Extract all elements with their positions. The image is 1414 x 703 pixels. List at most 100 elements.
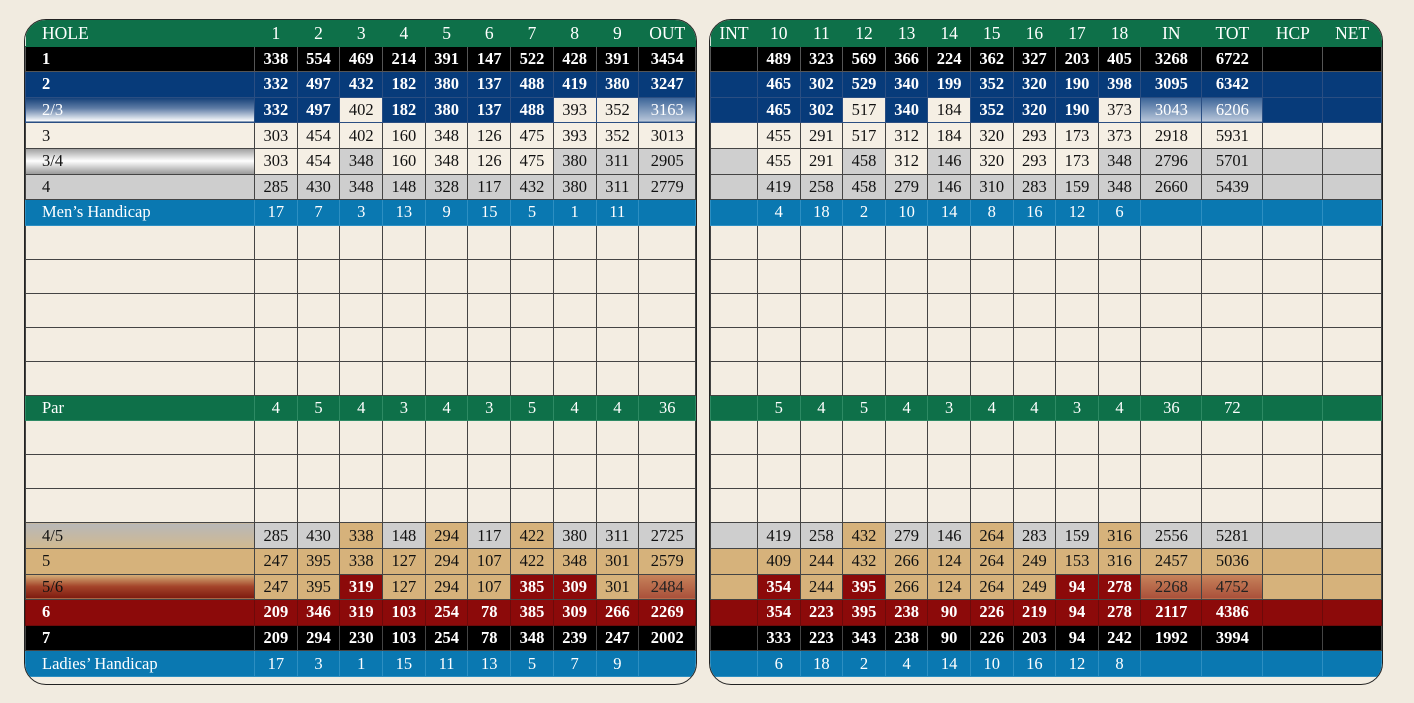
- front-score-entry-cell[interactable]: [595, 360, 640, 396]
- back-net-cell[interactable]: [1322, 650, 1382, 677]
- back-score-entry-cell[interactable]: [1097, 360, 1142, 396]
- front-score-entry-cell[interactable]: [638, 292, 696, 328]
- front-score-entry-cell[interactable]: [339, 292, 384, 328]
- back-score-entry-cell[interactable]: [969, 488, 1014, 524]
- front-score-entry-cell[interactable]: [552, 420, 597, 456]
- back-score-entry-cell[interactable]: [710, 258, 758, 294]
- back-score-entry-cell[interactable]: [710, 292, 758, 328]
- front-score-entry-cell[interactable]: [467, 360, 512, 396]
- back-net-cell[interactable]: [1322, 573, 1382, 601]
- back-int-cell[interactable]: [710, 147, 758, 175]
- front-score-entry-cell[interactable]: [25, 326, 255, 362]
- back-score-entry-cell[interactable]: [1097, 454, 1142, 490]
- front-score-entry-cell[interactable]: [296, 292, 341, 328]
- back-score-entry-cell[interactable]: [927, 454, 971, 490]
- front-score-entry-cell[interactable]: [467, 258, 512, 294]
- back-score-entry-cell[interactable]: [1012, 258, 1057, 294]
- back-score-entry-cell[interactable]: [842, 488, 886, 524]
- front-score-entry-cell[interactable]: [296, 224, 341, 260]
- front-score-entry-cell[interactable]: [510, 420, 554, 456]
- back-score-entry-cell[interactable]: [1262, 420, 1324, 456]
- front-score-entry-cell[interactable]: [510, 488, 554, 524]
- back-score-entry-cell[interactable]: [927, 258, 971, 294]
- back-net-cell[interactable]: [1322, 173, 1382, 201]
- back-score-entry-cell[interactable]: [842, 326, 886, 362]
- back-score-entry-cell[interactable]: [1140, 488, 1203, 524]
- front-score-entry-cell[interactable]: [339, 360, 384, 396]
- back-net-cell[interactable]: [1322, 45, 1382, 73]
- front-score-entry-cell[interactable]: [552, 326, 597, 362]
- back-score-entry-cell[interactable]: [1012, 360, 1057, 396]
- back-score-entry-cell[interactable]: [969, 360, 1014, 396]
- front-score-entry-cell[interactable]: [382, 326, 426, 362]
- back-score-entry-cell[interactable]: [1322, 292, 1382, 328]
- front-score-entry-cell[interactable]: [467, 292, 512, 328]
- back-score-entry-cell[interactable]: [757, 292, 801, 328]
- back-score-entry-cell[interactable]: [1262, 292, 1324, 328]
- back-net-cell[interactable]: [1322, 147, 1382, 175]
- back-score-entry-cell[interactable]: [969, 454, 1014, 490]
- front-score-entry-cell[interactable]: [595, 292, 640, 328]
- front-score-entry-cell[interactable]: [638, 488, 696, 524]
- back-hcp-cell[interactable]: [1262, 573, 1324, 601]
- front-score-entry-cell[interactable]: [552, 292, 597, 328]
- back-score-entry-cell[interactable]: [757, 488, 801, 524]
- front-score-entry-cell[interactable]: [254, 292, 298, 328]
- back-score-entry-cell[interactable]: [884, 360, 929, 396]
- front-score-entry-cell[interactable]: [467, 224, 512, 260]
- back-score-entry-cell[interactable]: [1055, 488, 1099, 524]
- front-score-entry-cell[interactable]: [510, 224, 554, 260]
- front-score-entry-cell[interactable]: [467, 420, 512, 456]
- back-int-cell[interactable]: [710, 122, 758, 149]
- back-hcp-cell[interactable]: [1262, 650, 1324, 677]
- front-score-entry-cell[interactable]: [638, 326, 696, 362]
- back-score-entry-cell[interactable]: [757, 258, 801, 294]
- back-score-entry-cell[interactable]: [1262, 360, 1324, 396]
- front-score-entry-cell[interactable]: [382, 292, 426, 328]
- back-score-entry-cell[interactable]: [842, 360, 886, 396]
- front-score-entry-cell[interactable]: [339, 454, 384, 490]
- back-score-entry-cell[interactable]: [1322, 420, 1382, 456]
- front-score-entry-cell[interactable]: [296, 258, 341, 294]
- front-score-entry-cell[interactable]: [510, 360, 554, 396]
- front-score-entry-cell[interactable]: [254, 488, 298, 524]
- front-score-entry-cell[interactable]: [424, 488, 469, 524]
- back-score-entry-cell[interactable]: [1055, 224, 1099, 260]
- back-score-entry-cell[interactable]: [1097, 420, 1142, 456]
- back-score-entry-cell[interactable]: [842, 454, 886, 490]
- front-score-entry-cell[interactable]: [296, 420, 341, 456]
- front-score-entry-cell[interactable]: [296, 326, 341, 362]
- back-score-entry-cell[interactable]: [1055, 360, 1099, 396]
- front-score-entry-cell[interactable]: [339, 420, 384, 456]
- back-int-cell[interactable]: [710, 394, 758, 422]
- back-net-cell[interactable]: [1322, 71, 1382, 98]
- back-score-entry-cell[interactable]: [1012, 420, 1057, 456]
- back-score-entry-cell[interactable]: [1140, 326, 1203, 362]
- front-score-entry-cell[interactable]: [382, 360, 426, 396]
- back-int-cell[interactable]: [710, 624, 758, 652]
- back-score-entry-cell[interactable]: [1055, 326, 1099, 362]
- back-net-cell[interactable]: [1322, 394, 1382, 422]
- back-score-entry-cell[interactable]: [1262, 326, 1324, 362]
- back-score-entry-cell[interactable]: [710, 488, 758, 524]
- front-score-entry-cell[interactable]: [382, 224, 426, 260]
- back-score-entry-cell[interactable]: [799, 420, 844, 456]
- front-score-entry-cell[interactable]: [424, 420, 469, 456]
- back-score-entry-cell[interactable]: [927, 224, 971, 260]
- back-score-entry-cell[interactable]: [710, 420, 758, 456]
- front-score-entry-cell[interactable]: [296, 360, 341, 396]
- back-hcp-cell[interactable]: [1262, 96, 1324, 124]
- front-score-entry-cell[interactable]: [296, 454, 341, 490]
- front-score-entry-cell[interactable]: [424, 258, 469, 294]
- back-int-cell[interactable]: [710, 573, 758, 601]
- back-hcp-cell[interactable]: [1262, 45, 1324, 73]
- front-score-entry-cell[interactable]: [638, 258, 696, 294]
- front-score-entry-cell[interactable]: [552, 488, 597, 524]
- back-int-cell[interactable]: [710, 173, 758, 201]
- back-hcp-cell[interactable]: [1262, 599, 1324, 626]
- front-score-entry-cell[interactable]: [254, 224, 298, 260]
- back-score-entry-cell[interactable]: [1322, 360, 1382, 396]
- front-score-entry-cell[interactable]: [424, 292, 469, 328]
- front-score-entry-cell[interactable]: [424, 454, 469, 490]
- front-score-entry-cell[interactable]: [25, 454, 255, 490]
